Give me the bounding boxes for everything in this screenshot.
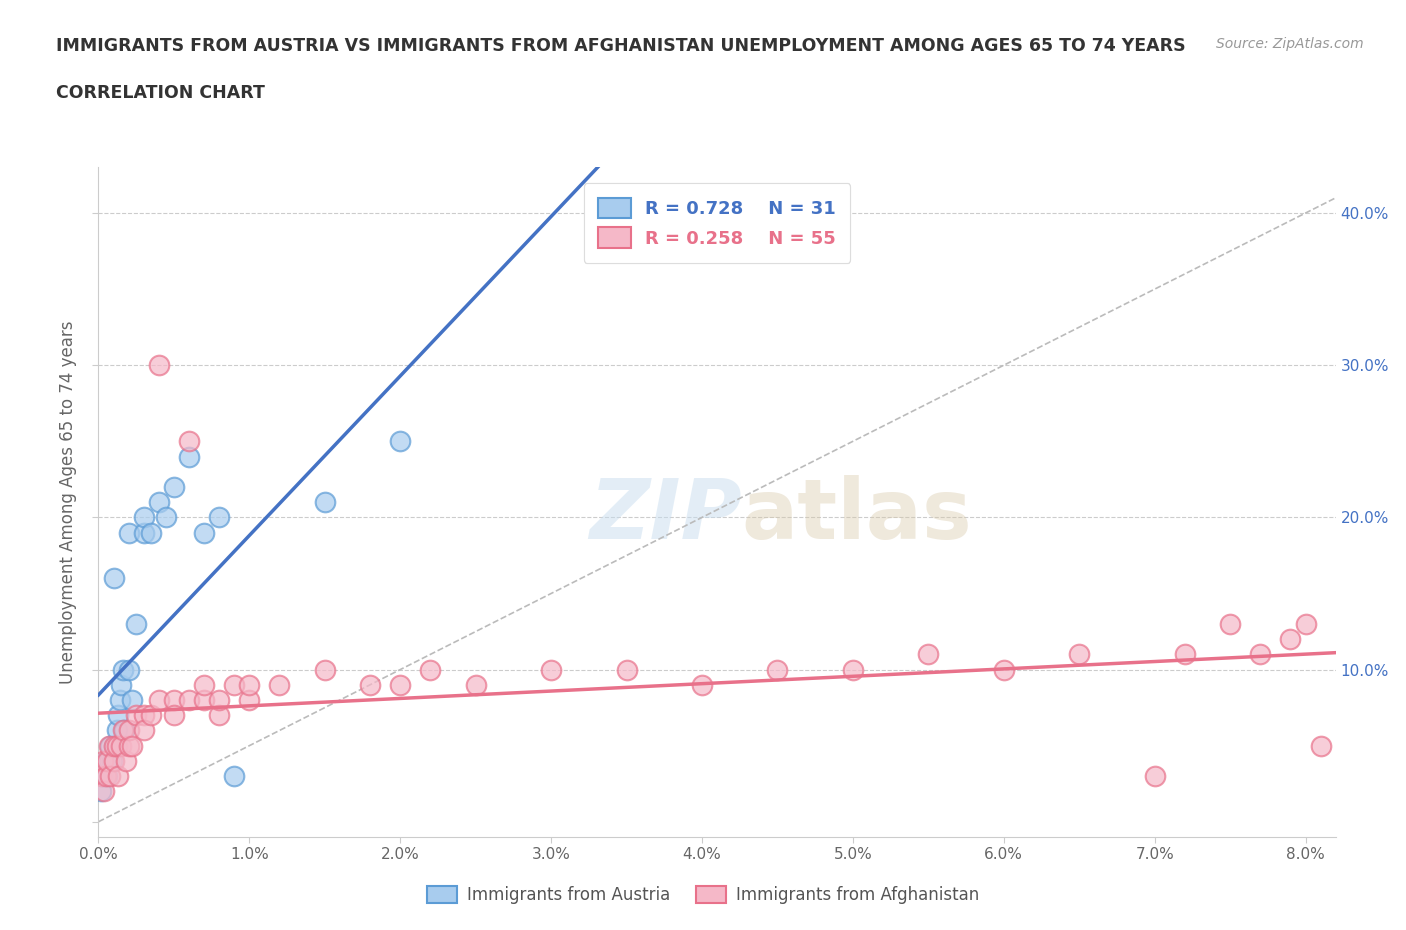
Point bbox=[98, 738, 121, 753]
Point bbox=[112, 723, 135, 737]
Text: ZIP: ZIP bbox=[589, 475, 742, 556]
Point bbox=[177, 449, 200, 464]
Point bbox=[103, 738, 125, 753]
Point bbox=[208, 510, 231, 525]
Point bbox=[1069, 647, 1091, 662]
Point bbox=[690, 677, 713, 692]
Point bbox=[238, 693, 260, 708]
Point bbox=[177, 693, 200, 708]
Point bbox=[110, 738, 132, 753]
Point bbox=[114, 753, 136, 768]
Point bbox=[389, 434, 412, 449]
Point bbox=[464, 677, 486, 692]
Legend: R = 0.728    N = 31, R = 0.258    N = 55: R = 0.728 N = 31, R = 0.258 N = 55 bbox=[583, 183, 851, 263]
Point bbox=[208, 708, 231, 723]
Point bbox=[141, 525, 163, 540]
Point bbox=[107, 708, 129, 723]
Point bbox=[100, 769, 122, 784]
Point bbox=[117, 738, 139, 753]
Text: Source: ZipAtlas.com: Source: ZipAtlas.com bbox=[1216, 37, 1364, 51]
Point bbox=[148, 358, 170, 373]
Point bbox=[132, 510, 155, 525]
Text: atlas: atlas bbox=[742, 475, 973, 556]
Point bbox=[96, 769, 118, 784]
Point bbox=[842, 662, 865, 677]
Point bbox=[121, 693, 143, 708]
Point bbox=[111, 723, 134, 737]
Point bbox=[91, 769, 114, 784]
Point bbox=[1249, 647, 1271, 662]
Point bbox=[121, 738, 143, 753]
Point bbox=[314, 662, 336, 677]
Point bbox=[90, 769, 112, 784]
Point bbox=[208, 693, 231, 708]
Point bbox=[90, 784, 112, 799]
Point bbox=[117, 723, 139, 737]
Point bbox=[111, 662, 134, 677]
Point bbox=[1174, 647, 1197, 662]
Point bbox=[766, 662, 789, 677]
Point bbox=[101, 753, 124, 768]
Point bbox=[141, 708, 163, 723]
Point bbox=[132, 723, 155, 737]
Point bbox=[91, 753, 114, 768]
Point bbox=[96, 753, 118, 768]
Legend: Immigrants from Austria, Immigrants from Afghanistan: Immigrants from Austria, Immigrants from… bbox=[419, 878, 987, 912]
Point bbox=[1309, 738, 1331, 753]
Point bbox=[107, 769, 129, 784]
Point bbox=[132, 708, 155, 723]
Point bbox=[193, 525, 215, 540]
Point bbox=[238, 677, 260, 692]
Point bbox=[93, 784, 115, 799]
Point bbox=[98, 753, 121, 768]
Text: CORRELATION CHART: CORRELATION CHART bbox=[56, 84, 266, 101]
Point bbox=[132, 525, 155, 540]
Point bbox=[359, 677, 381, 692]
Point bbox=[117, 662, 139, 677]
Point bbox=[193, 677, 215, 692]
Point bbox=[100, 738, 122, 753]
Point bbox=[269, 677, 291, 692]
Point bbox=[110, 677, 132, 692]
Point bbox=[163, 708, 186, 723]
Point bbox=[1279, 631, 1302, 646]
Point bbox=[148, 495, 170, 510]
Point bbox=[125, 617, 148, 631]
Point bbox=[193, 693, 215, 708]
Point bbox=[148, 693, 170, 708]
Point bbox=[177, 434, 200, 449]
Point bbox=[105, 738, 128, 753]
Point bbox=[108, 693, 131, 708]
Point bbox=[117, 525, 139, 540]
Point bbox=[917, 647, 939, 662]
Point bbox=[103, 738, 125, 753]
Point bbox=[105, 723, 128, 737]
Point bbox=[224, 677, 246, 692]
Point bbox=[94, 769, 117, 784]
Point bbox=[1295, 617, 1317, 631]
Point bbox=[1219, 617, 1241, 631]
Point bbox=[314, 495, 336, 510]
Text: IMMIGRANTS FROM AUSTRIA VS IMMIGRANTS FROM AFGHANISTAN UNEMPLOYMENT AMONG AGES 6: IMMIGRANTS FROM AUSTRIA VS IMMIGRANTS FR… bbox=[56, 37, 1185, 55]
Point bbox=[993, 662, 1015, 677]
Point bbox=[1143, 769, 1166, 784]
Point bbox=[419, 662, 441, 677]
Point bbox=[389, 677, 412, 692]
Point bbox=[540, 662, 562, 677]
Point bbox=[125, 708, 148, 723]
Point bbox=[224, 769, 246, 784]
Point bbox=[103, 753, 125, 768]
Point bbox=[616, 662, 638, 677]
Point bbox=[103, 571, 125, 586]
Point bbox=[163, 693, 186, 708]
Point bbox=[94, 753, 117, 768]
Point bbox=[163, 480, 186, 495]
Point bbox=[155, 510, 177, 525]
Y-axis label: Unemployment Among Ages 65 to 74 years: Unemployment Among Ages 65 to 74 years bbox=[59, 321, 77, 684]
